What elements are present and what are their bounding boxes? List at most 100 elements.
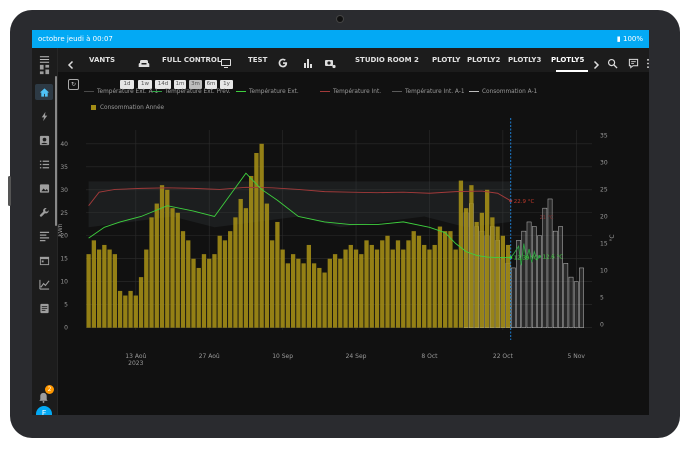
assist-chat-icon[interactable] bbox=[628, 54, 640, 69]
bar-chart-icon[interactable] bbox=[302, 54, 314, 68]
y-right-axis-title: °C bbox=[609, 234, 616, 241]
tab-plotly3[interactable]: PLOTLY3 bbox=[508, 56, 542, 64]
battery-icon: ▮ bbox=[616, 35, 623, 43]
y-left-tick-label: 30 bbox=[60, 187, 68, 194]
y-left-tick-label: 40 bbox=[60, 141, 68, 148]
tablet-screen: octobre jeudi à 00:07 ▮ 100% 2 F VANTS FU… bbox=[32, 30, 649, 415]
x-tick-label: 10 Sep bbox=[272, 353, 293, 360]
legend-label: Température Ext. Prév. bbox=[164, 88, 231, 95]
bar-consommation-annee bbox=[437, 226, 443, 328]
image-icon[interactable] bbox=[38, 182, 50, 194]
camera-gear-icon[interactable] bbox=[324, 54, 336, 69]
bar-consommation-annee bbox=[306, 244, 311, 328]
bar-consommation-annee bbox=[327, 258, 332, 328]
bar-consommation-annee bbox=[175, 212, 180, 328]
temperature-band-area bbox=[88, 181, 511, 228]
dashboard-icon[interactable] bbox=[38, 63, 50, 75]
range-button-6m[interactable]: 6m bbox=[205, 80, 217, 89]
bar-consommation-annee bbox=[201, 254, 207, 328]
x-tick-label: 24 Sep bbox=[346, 353, 367, 360]
bar-consommation-annee bbox=[411, 231, 416, 328]
bar-consommation-annee bbox=[290, 254, 296, 328]
chart-line-icon[interactable] bbox=[38, 278, 50, 290]
search-icon[interactable] bbox=[607, 54, 619, 69]
more-vert-icon[interactable] bbox=[646, 54, 649, 69]
bar-consommation-annee bbox=[505, 244, 511, 328]
bar-consommation-annee bbox=[448, 231, 453, 328]
y-right-tick-label: 25 bbox=[600, 186, 608, 193]
list-icon[interactable] bbox=[38, 158, 50, 170]
account-box-icon[interactable] bbox=[38, 134, 50, 146]
tv-icon[interactable] bbox=[220, 54, 232, 68]
legend-label: Température Ext. A-1 bbox=[96, 88, 159, 95]
tab-studio-room-2[interactable]: STUDIO ROOM 2 bbox=[355, 56, 419, 64]
chevron-left-icon[interactable] bbox=[66, 55, 76, 70]
y-left-tick-label: 10 bbox=[60, 279, 68, 286]
legend-label: Température Ext. bbox=[248, 88, 299, 95]
menu-icon[interactable] bbox=[38, 53, 50, 65]
home-icon[interactable] bbox=[35, 84, 53, 100]
bar-consommation-annee bbox=[432, 244, 437, 328]
legend-label: Température Int. bbox=[332, 88, 381, 95]
wrench-icon[interactable] bbox=[38, 206, 50, 218]
tab-plotly5[interactable]: PLOTLY5 bbox=[551, 56, 585, 64]
user-avatar[interactable]: F bbox=[36, 406, 52, 415]
bar-consommation-a1 bbox=[573, 281, 579, 328]
bar-consommation-annee bbox=[170, 208, 175, 328]
tab-full-control[interactable]: FULL CONTROL bbox=[162, 56, 222, 64]
line-temperature-int bbox=[88, 186, 511, 206]
bar-consommation-a1 bbox=[526, 221, 532, 328]
lightning-icon[interactable] bbox=[38, 110, 50, 122]
range-button-14d[interactable]: 14d bbox=[155, 80, 171, 89]
status-bar: octobre jeudi à 00:07 ▮ 100% bbox=[32, 30, 649, 48]
tab-vants[interactable]: VANTS bbox=[89, 56, 116, 64]
temp-ext-marker bbox=[509, 256, 513, 260]
range-button-1w[interactable]: 1w bbox=[138, 80, 152, 89]
tab-test[interactable]: TEST bbox=[248, 56, 268, 64]
bar-consommation-annee bbox=[416, 235, 422, 328]
notifications-icon[interactable] bbox=[38, 388, 50, 403]
note-icon[interactable] bbox=[38, 302, 50, 314]
bar-consommation-annee bbox=[123, 295, 128, 328]
x-tick-label: 5 Nov bbox=[568, 353, 586, 360]
bar-consommation-annee bbox=[280, 249, 285, 328]
bar-consommation-annee bbox=[422, 244, 427, 328]
g-logo-icon[interactable] bbox=[277, 54, 289, 68]
y-left-tick-label: 20 bbox=[60, 233, 68, 240]
bar-consommation-annee bbox=[484, 189, 490, 328]
chevron-right-icon[interactable] bbox=[591, 55, 601, 70]
bar-consommation-annee bbox=[343, 249, 348, 328]
sofa-icon[interactable] bbox=[138, 54, 150, 67]
bar-consommation-a1 bbox=[547, 198, 553, 328]
bar-consommation-annee bbox=[401, 249, 406, 328]
bar-consommation-a1 bbox=[542, 207, 548, 328]
front-camera bbox=[337, 16, 343, 22]
temp-ext-label: 12.39 °C bbox=[514, 256, 538, 262]
notification-badge: 2 bbox=[45, 385, 54, 394]
bar-consommation-annee bbox=[149, 217, 154, 328]
y-left-tick-label: 0 bbox=[64, 325, 68, 332]
refresh-icon[interactable]: ↻ bbox=[68, 79, 79, 90]
battery-level: 100% bbox=[622, 35, 643, 43]
tab-plotly2[interactable]: PLOTLY2 bbox=[467, 56, 501, 64]
bar-consommation-annee bbox=[138, 277, 144, 328]
range-button-1m[interactable]: 1m bbox=[174, 80, 186, 89]
range-button-1d[interactable]: 1d bbox=[120, 80, 134, 89]
bar-consommation-annee bbox=[301, 263, 306, 328]
y-right-tick-label: 35 bbox=[600, 132, 608, 139]
bar-consommation-annee bbox=[159, 185, 165, 328]
bar-consommation-annee bbox=[207, 258, 212, 328]
range-button-1y[interactable]: 1y bbox=[220, 80, 233, 89]
temp-int-a1-label: 21 °C bbox=[540, 215, 554, 221]
bar-consommation-annee bbox=[186, 240, 191, 328]
y-right-tick-label: 10 bbox=[600, 268, 608, 275]
bar-consommation-annee bbox=[243, 208, 249, 328]
tab-plotly[interactable]: PLOTLY bbox=[432, 56, 461, 64]
bar-consommation-a1 bbox=[552, 230, 558, 328]
range-button-3m[interactable]: 3m bbox=[189, 80, 202, 89]
bar-consommation-annee bbox=[86, 254, 91, 328]
log-icon[interactable] bbox=[38, 230, 50, 242]
sidebar-scrollbar[interactable] bbox=[55, 76, 57, 226]
bar-consommation-annee bbox=[406, 240, 411, 328]
calendar-icon[interactable] bbox=[38, 254, 50, 266]
